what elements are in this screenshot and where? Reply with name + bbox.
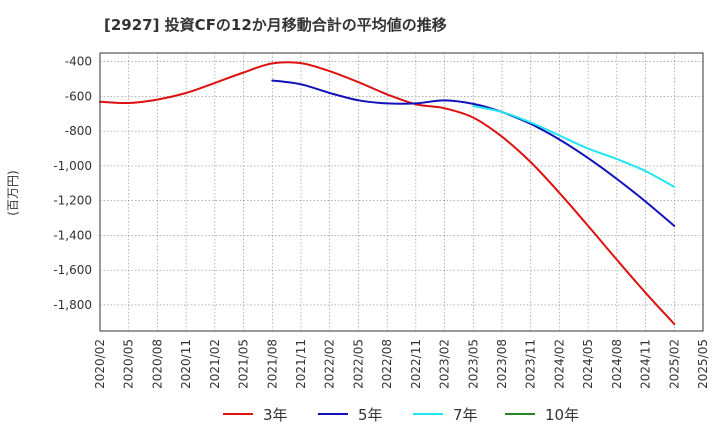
y-tick-label: -1,400 (53, 228, 92, 242)
x-tick-label: 2022/02 (323, 339, 337, 389)
legend-label: 7年 (453, 406, 478, 424)
x-tick-label: 2023/08 (495, 339, 509, 389)
chart-title: [2927] 投資CFの12か月移動合計の平均値の推移 (104, 16, 447, 34)
legend-label: 3年 (263, 406, 288, 424)
series-line-3 (472, 105, 676, 188)
plot-frame (99, 52, 704, 332)
legend-label: 5年 (358, 406, 383, 424)
x-tick-label: 2023/02 (438, 339, 452, 389)
y-tick-label: -1,200 (53, 194, 92, 208)
x-tick-label: 2020/08 (150, 339, 164, 389)
x-tick-label: 2024/02 (552, 339, 566, 389)
x-tick-label: 2023/11 (524, 339, 538, 389)
y-tick-label: -800 (65, 124, 92, 138)
y-tick-label: -1,800 (53, 298, 92, 312)
x-tick-label: 2022/11 (409, 339, 423, 389)
y-tick-label: -1,600 (53, 263, 92, 277)
x-tick-label: 2020/11 (179, 339, 193, 389)
series-line-1 (99, 61, 676, 326)
x-tick-label: 2021/02 (208, 339, 222, 389)
x-tick-label: 2023/05 (466, 339, 480, 389)
x-tick-label: 2021/11 (294, 339, 308, 389)
x-tick-label: 2025/05 (696, 339, 710, 389)
x-tick-label: 2022/08 (380, 339, 394, 389)
y-tick-label: -400 (65, 55, 92, 69)
x-tick-label: 2020/05 (122, 339, 136, 389)
y-tick-label: -600 (65, 89, 92, 103)
x-tick-label: 2024/08 (610, 339, 624, 389)
y-axis-label: (百万円) (6, 170, 20, 215)
x-tick-label: 2024/05 (581, 339, 595, 389)
x-tick-label: 2021/08 (265, 339, 279, 389)
series-line-2 (271, 79, 676, 227)
x-tick-label: 2021/05 (237, 339, 251, 389)
x-tick-label: 2025/02 (667, 339, 681, 389)
x-tick-label: 2022/05 (351, 339, 365, 389)
x-tick-label: 2020/02 (93, 339, 107, 389)
legend-label: 10年 (545, 406, 579, 424)
x-tick-label: 2024/11 (639, 339, 653, 389)
y-tick-label: -1,000 (53, 159, 92, 173)
